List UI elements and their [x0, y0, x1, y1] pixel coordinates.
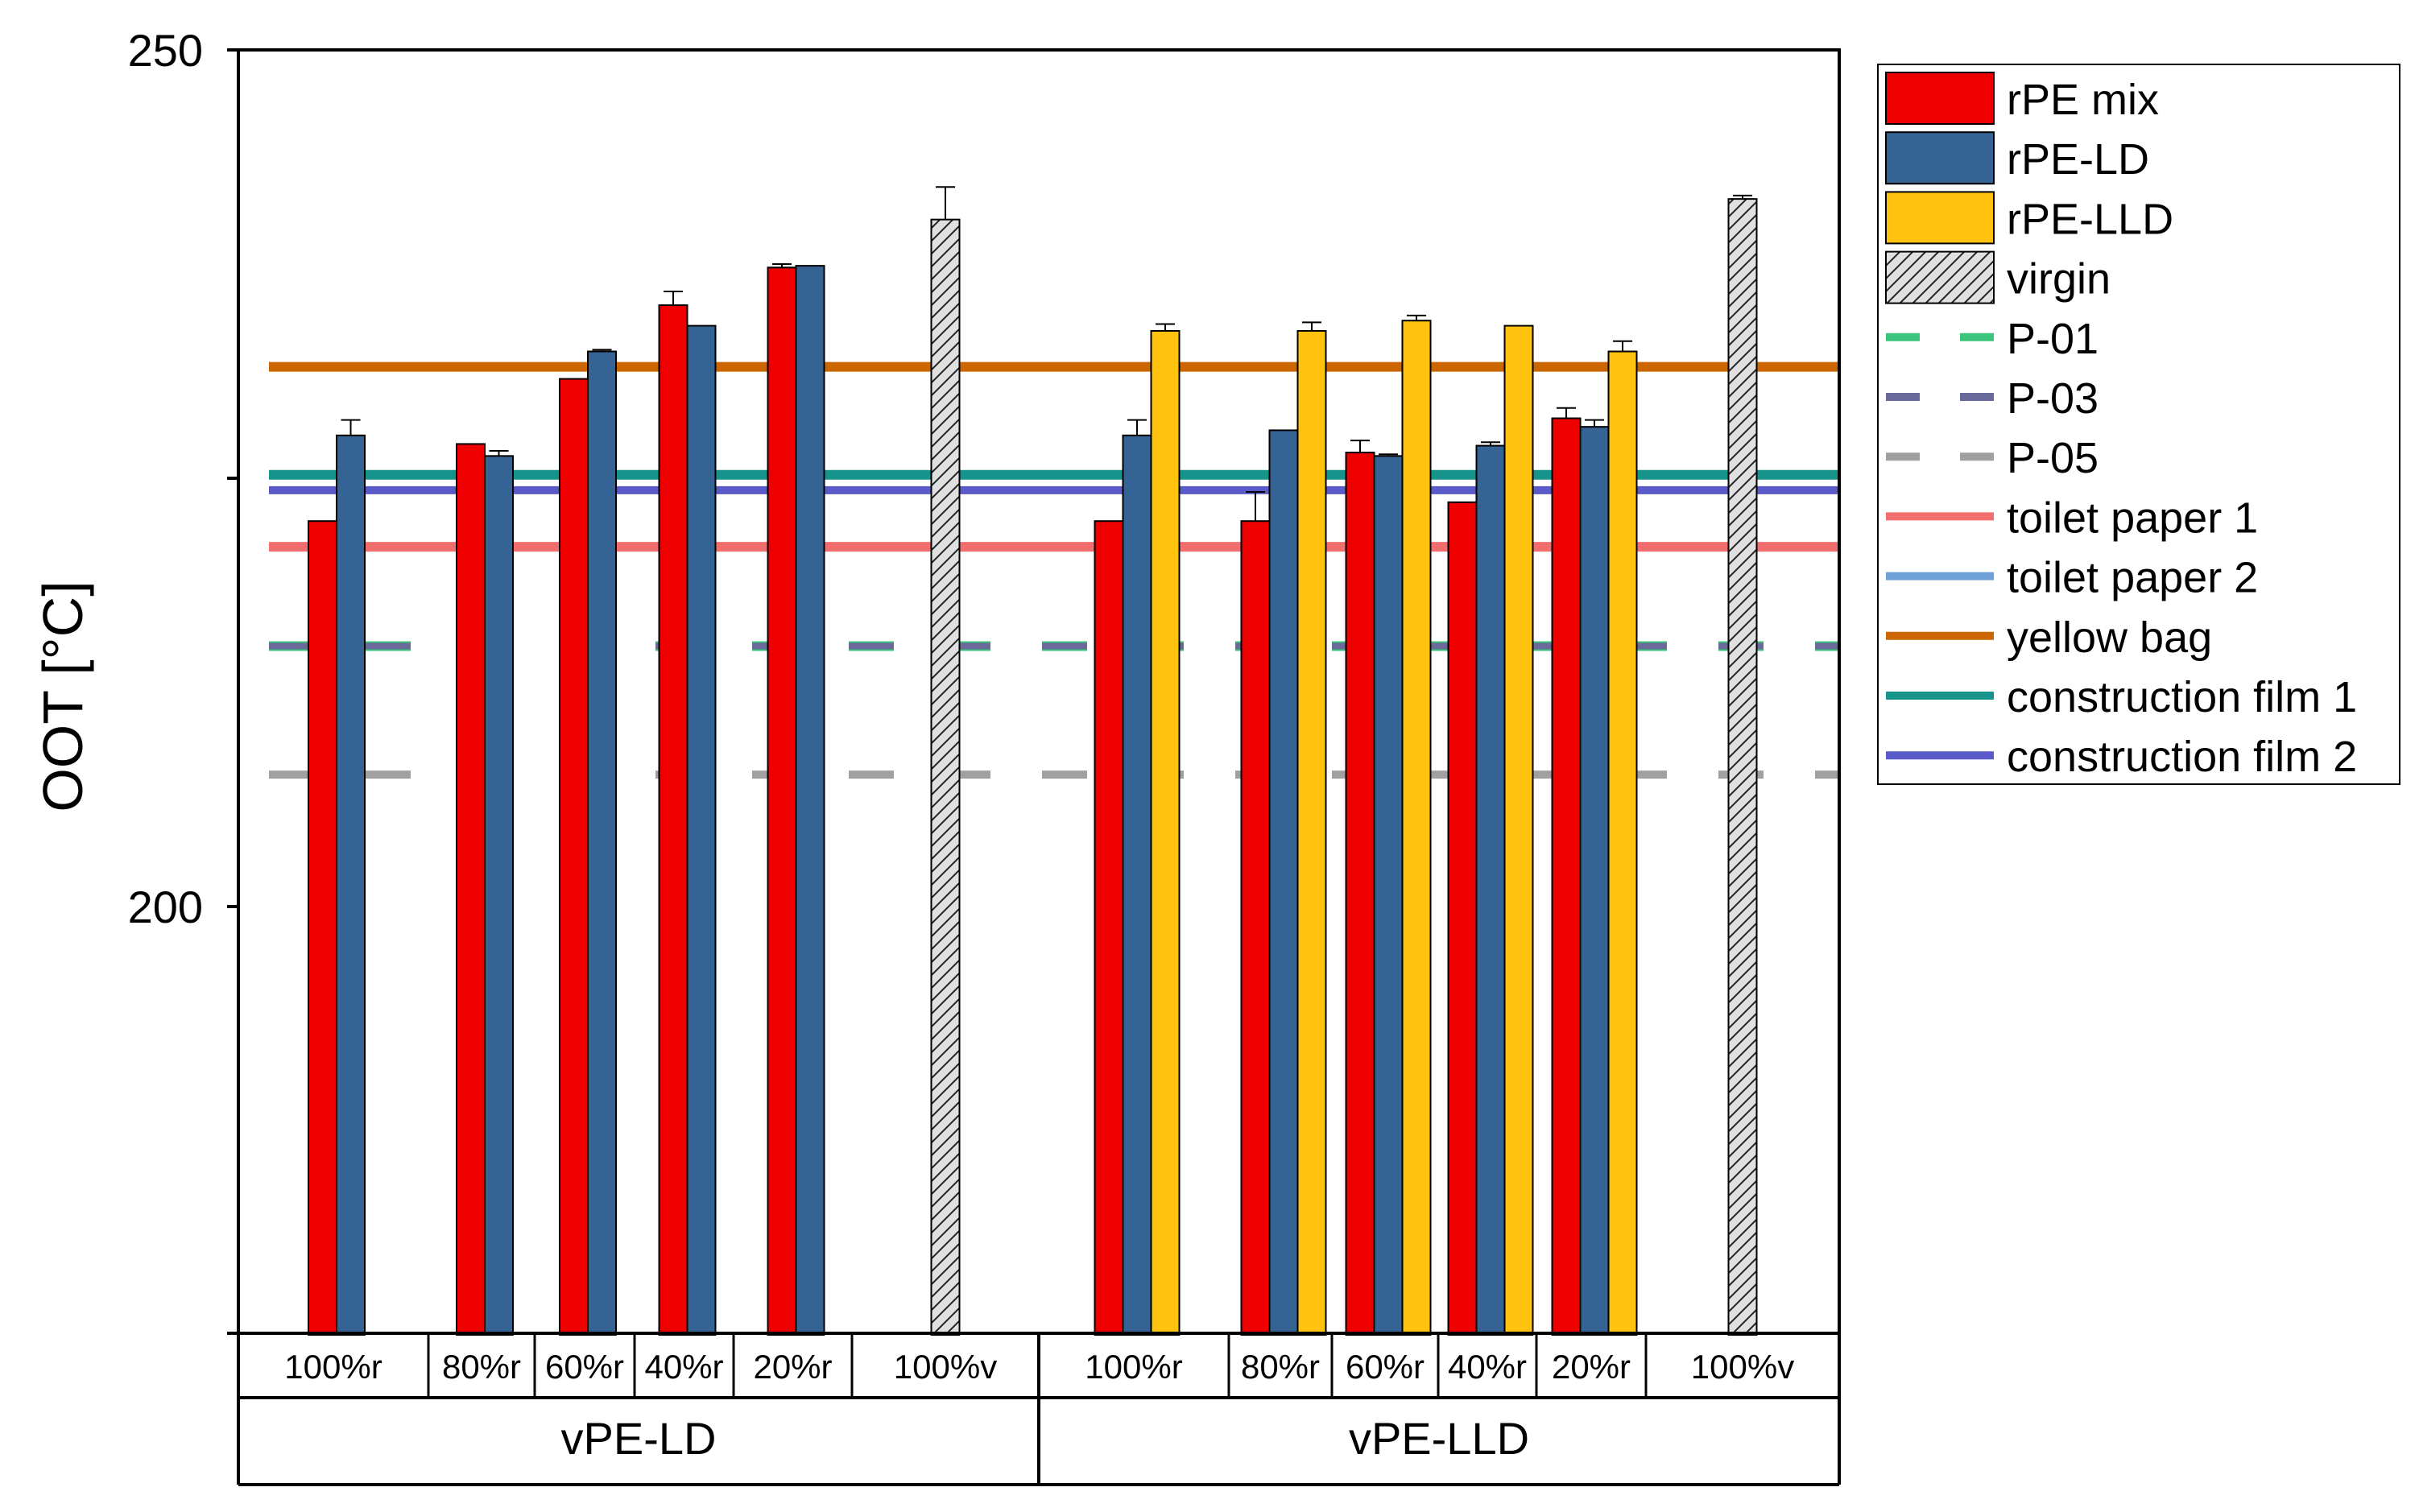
subcategory-label-vpe-ld-20pctr: 20%r — [753, 1348, 832, 1386]
legend-label-rpe-ld: rPE-LD — [2007, 135, 2149, 184]
group-label-vpe-ld: vPE-LD — [561, 1413, 717, 1464]
bar-vpe-lld-80pctr-rpe-ld — [1268, 429, 1299, 1336]
subcategory-label-vpe-ld-80pctr: 80%r — [442, 1348, 521, 1386]
subcategory-label-vpe-ld-60pctr: 60%r — [545, 1348, 624, 1386]
y-tick-label-250: 250 — [128, 25, 203, 76]
subcategory-label-vpe-lld-80pctr: 80%r — [1241, 1348, 1320, 1386]
subcategory-label-vpe-lld-40pctr: 40%r — [1448, 1348, 1527, 1386]
legend-swatch-rpe-mix — [1885, 72, 1995, 125]
legend-label-toilet-paper-2: toilet paper 2 — [2007, 554, 2258, 602]
bar-vpe-lld-100pctv-virgin — [1727, 198, 1758, 1336]
bar-vpe-lld-20pctr-rpe-ld — [1579, 426, 1610, 1336]
legend-swatch-virgin — [1885, 250, 1995, 304]
legend-label-rpe-lld: rPE-LLD — [2007, 195, 2173, 243]
bar-vpe-ld-80pctr-rpe-mix — [456, 443, 486, 1336]
bar-vpe-ld-40pctr-rpe-mix — [658, 304, 688, 1336]
subcategory-label-vpe-ld-100pctr: 100%r — [284, 1348, 382, 1386]
bar-vpe-lld-100pctr-rpe-ld — [1122, 434, 1152, 1336]
subcategory-label-vpe-ld-100pctv: 100%v — [894, 1348, 997, 1386]
subcategory-label-vpe-ld-40pctr: 40%r — [644, 1348, 723, 1386]
legend-swatch-rpe-ld — [1885, 131, 1995, 185]
bar-vpe-lld-40pctr-rpe-lld — [1503, 324, 1534, 1336]
legend-label-construction-film-1: construction film 1 — [2007, 673, 2357, 721]
bar-vpe-ld-60pctr-rpe-ld — [587, 350, 617, 1336]
subcategory-label-vpe-lld-100pctr: 100%r — [1085, 1348, 1182, 1386]
legend-label-p-01: P-01 — [2007, 315, 2099, 363]
bar-vpe-ld-20pctr-rpe-ld — [795, 265, 825, 1336]
legend-label-toilet-paper-1: toilet paper 1 — [2007, 494, 2258, 542]
legend-label-p-05: P-05 — [2007, 434, 2099, 482]
bar-vpe-lld-40pctr-rpe-ld — [1475, 444, 1506, 1336]
legend-label-construction-film-2: construction film 2 — [2007, 733, 2357, 781]
bar-vpe-ld-60pctr-rpe-mix — [559, 378, 589, 1336]
legend-swatch-rpe-lld — [1885, 191, 1995, 245]
bar-vpe-ld-100pctr-rpe-mix — [308, 520, 337, 1336]
bar-vpe-lld-20pctr-rpe-mix — [1551, 417, 1582, 1336]
bar-vpe-ld-100pctr-rpe-ld — [336, 434, 366, 1336]
bar-vpe-lld-60pctr-rpe-lld — [1401, 320, 1432, 1336]
subcategory-label-vpe-lld-20pctr: 20%r — [1552, 1348, 1631, 1386]
subcategory-label-vpe-lld-100pctv: 100%v — [1691, 1348, 1794, 1386]
bar-vpe-lld-80pctr-rpe-lld — [1296, 329, 1327, 1336]
legend-label-rpe-mix: rPE mix — [2007, 76, 2159, 124]
bar-vpe-lld-100pctr-rpe-lld — [1150, 329, 1181, 1336]
bar-vpe-lld-60pctr-rpe-mix — [1345, 452, 1375, 1336]
y-tick-label-200: 200 — [128, 882, 203, 932]
y-axis-label: OOT [°C] — [31, 580, 94, 812]
subcategory-label-vpe-lld-60pctr: 60%r — [1346, 1348, 1425, 1386]
bar-vpe-ld-80pctr-rpe-ld — [484, 455, 514, 1336]
bar-vpe-lld-40pctr-rpe-mix — [1447, 501, 1478, 1336]
bar-vpe-lld-20pctr-rpe-lld — [1607, 350, 1638, 1336]
legend-label-yellow-bag: yellow bag — [2007, 613, 2212, 662]
legend-label-p-03: P-03 — [2007, 374, 2099, 423]
bar-vpe-lld-100pctr-rpe-mix — [1094, 520, 1124, 1336]
bar-vpe-ld-40pctr-rpe-ld — [686, 324, 717, 1336]
bar-vpe-ld-20pctr-rpe-mix — [767, 266, 797, 1336]
bar-vpe-ld-100pctv-virgin — [930, 218, 961, 1336]
bar-vpe-lld-80pctr-rpe-mix — [1240, 520, 1271, 1336]
group-label-vpe-lld: vPE-LLD — [1349, 1413, 1529, 1464]
bar-vpe-lld-60pctr-rpe-ld — [1373, 455, 1404, 1336]
legend-label-virgin: virgin — [2007, 255, 2111, 304]
